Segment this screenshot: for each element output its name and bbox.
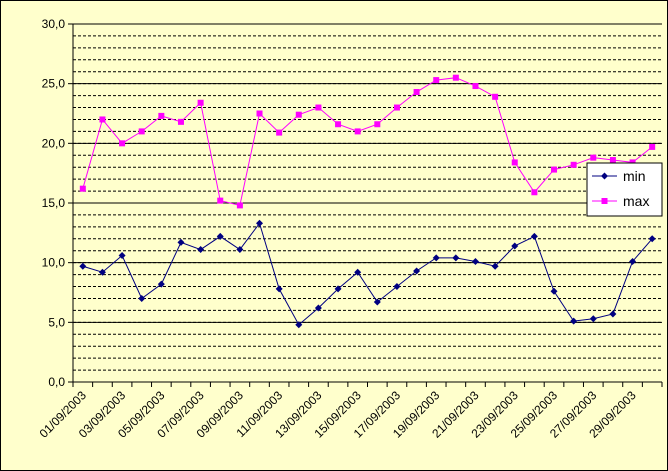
- data-point: [118, 252, 126, 260]
- data-point: [99, 116, 106, 123]
- data-point: [275, 285, 283, 293]
- data-point: [609, 157, 616, 164]
- data-point: [374, 121, 381, 128]
- data-point: [452, 254, 460, 262]
- data-point: [295, 321, 303, 329]
- data-point: [570, 161, 577, 168]
- data-point: [492, 93, 499, 100]
- data-point: [138, 294, 146, 302]
- data-point: [452, 74, 459, 81]
- data-point: [98, 268, 106, 276]
- data-point: [335, 121, 342, 128]
- data-point: [177, 238, 185, 246]
- data-point: [217, 197, 224, 204]
- data-point: [256, 219, 264, 227]
- data-point: [236, 246, 244, 254]
- data-point: [609, 310, 617, 318]
- series-line: [82, 222, 653, 326]
- data-point: [157, 280, 165, 288]
- data-point: [471, 257, 479, 265]
- data-point: [570, 317, 578, 325]
- y-tick-label: 0,0: [48, 375, 65, 389]
- data-point: [589, 315, 597, 323]
- data-point: [551, 166, 558, 173]
- y-tick-label: 30,0: [42, 17, 66, 31]
- data-point: [648, 235, 656, 243]
- data-point: [433, 77, 440, 84]
- data-point: [314, 304, 322, 312]
- data-point: [649, 143, 656, 150]
- data-point: [472, 83, 479, 90]
- data-point: [197, 99, 204, 106]
- data-point: [334, 285, 342, 293]
- legend: min max: [586, 162, 663, 217]
- legend-label: max: [623, 193, 649, 209]
- data-point: [295, 111, 302, 118]
- data-point: [432, 254, 440, 262]
- legend-marker: [601, 172, 608, 180]
- series-line: [82, 77, 653, 206]
- y-tick-label: 20,0: [42, 136, 66, 150]
- data-point: [550, 287, 558, 295]
- data-point: [531, 189, 538, 196]
- data-point: [393, 104, 400, 111]
- data-point: [590, 154, 597, 161]
- legend-label: min: [623, 168, 646, 184]
- data-point: [354, 268, 362, 276]
- data-point: [629, 257, 637, 265]
- legend-box: [586, 162, 663, 217]
- y-tick-label: 5,0: [48, 315, 65, 329]
- data-point: [413, 267, 421, 275]
- data-point: [138, 128, 145, 135]
- data-point: [79, 185, 86, 192]
- data-point: [393, 283, 401, 291]
- data-point: [276, 129, 283, 136]
- data-point: [511, 159, 518, 166]
- data-point: [119, 140, 126, 147]
- data-point: [354, 128, 361, 135]
- data-point: [491, 262, 499, 270]
- data-point: [256, 110, 263, 117]
- y-tick-label: 25,0: [42, 77, 66, 91]
- data-point: [629, 159, 636, 166]
- data-point: [373, 298, 381, 306]
- data-point: [236, 202, 243, 209]
- data-point: [530, 232, 538, 240]
- y-tick-label: 15,0: [42, 196, 66, 210]
- y-tick-label: 10,0: [42, 256, 66, 270]
- data-point: [177, 118, 184, 125]
- legend-marker: [601, 198, 608, 204]
- data-point: [197, 246, 205, 254]
- data-point: [511, 242, 519, 250]
- data-point: [158, 112, 165, 119]
- data-point: [413, 89, 420, 96]
- data-point: [315, 104, 322, 111]
- data-point: [216, 232, 224, 240]
- data-point: [79, 262, 87, 270]
